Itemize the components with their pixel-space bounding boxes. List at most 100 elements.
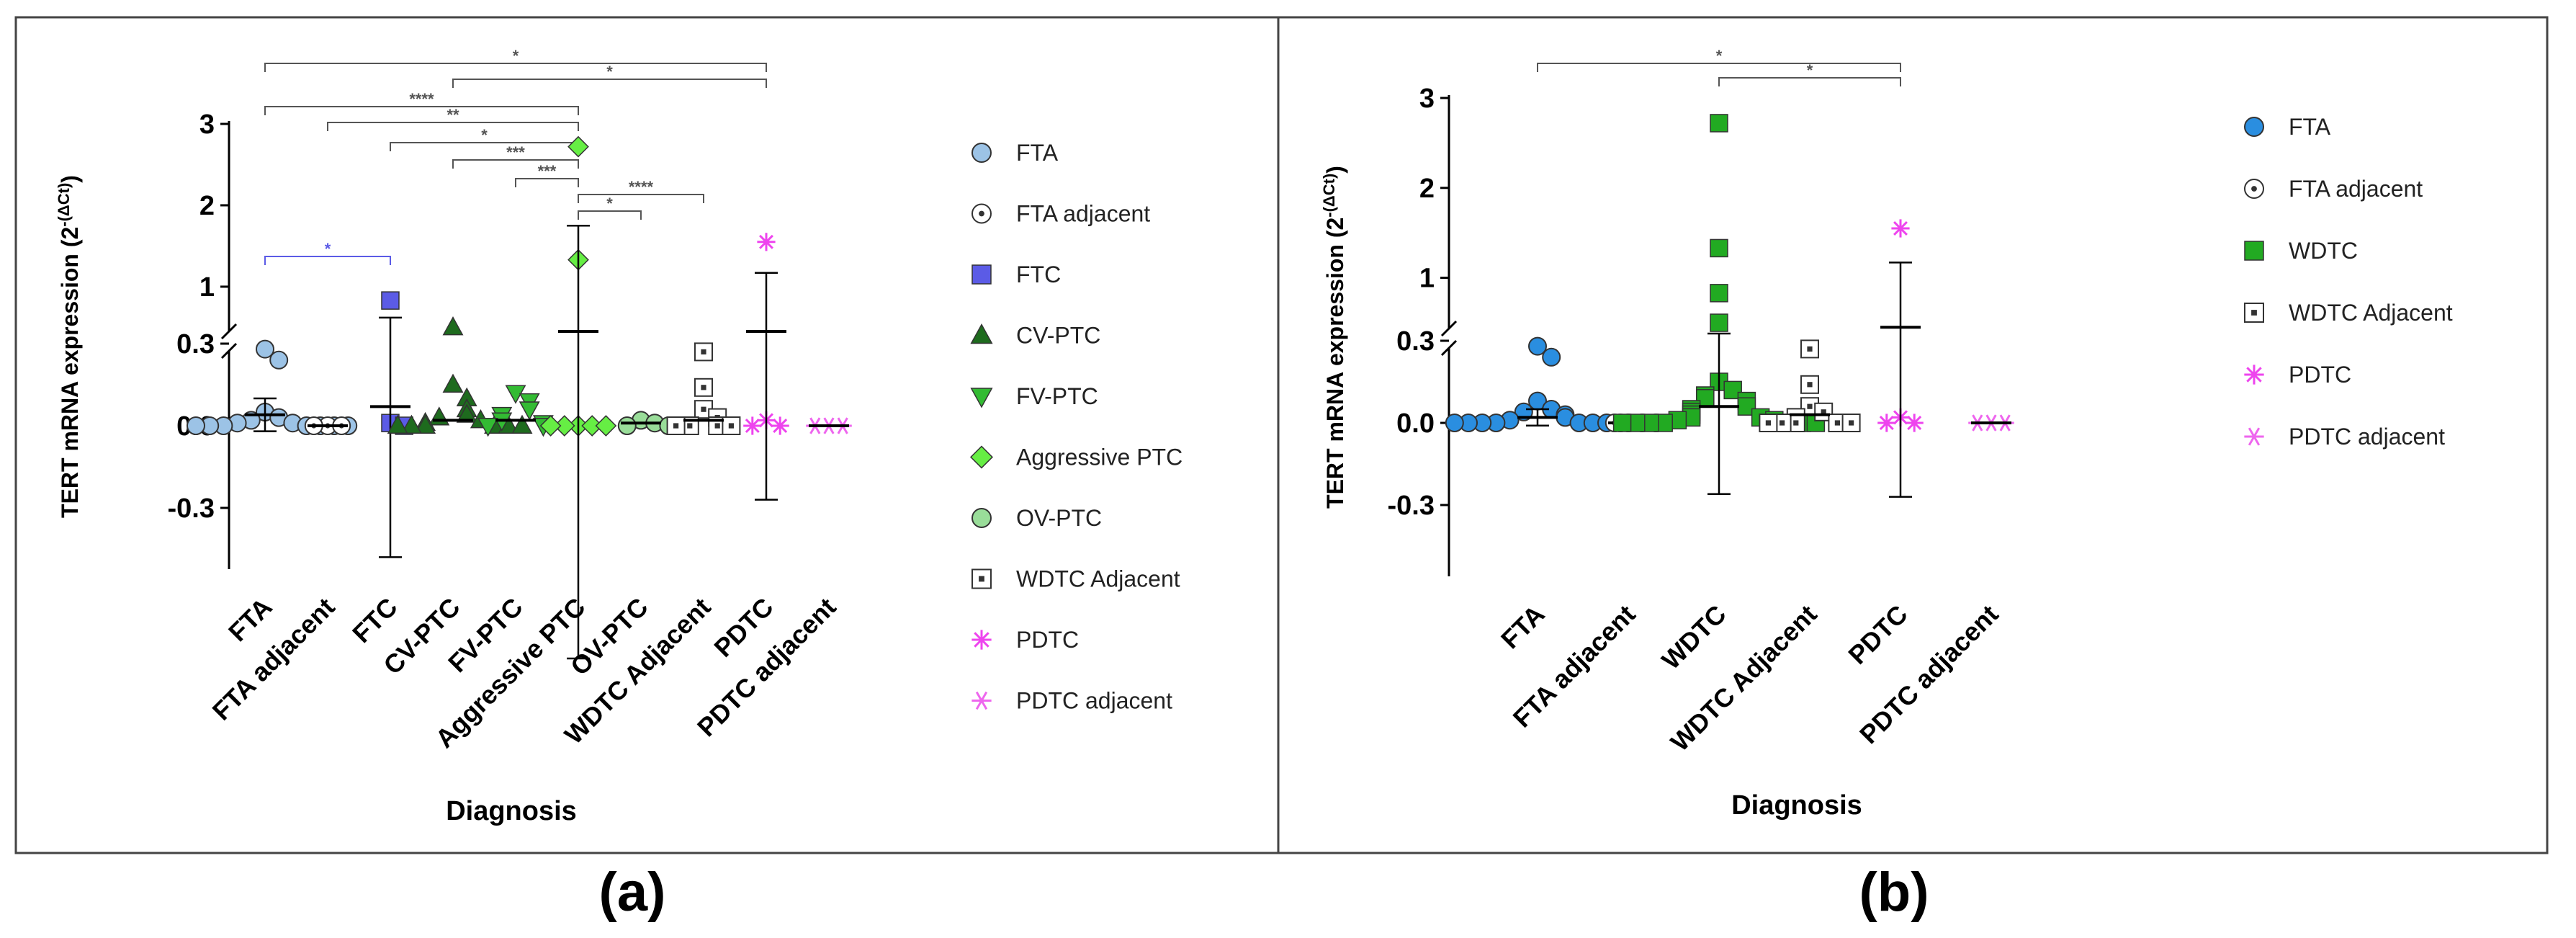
y-tick-label: 2 <box>199 191 215 221</box>
y-tick-label: 3 <box>199 110 215 140</box>
data-point-cv-ptc-shape <box>400 414 422 434</box>
data-point-cv-ptc-shape <box>442 373 464 393</box>
series-pdtc <box>743 233 789 501</box>
data-point-wdtc-adjacent-dot <box>1821 409 1826 415</box>
significance-label: **** <box>629 178 654 196</box>
series-pdtc-adjacent <box>1968 414 2014 432</box>
data-point-cv-ptc <box>442 316 464 336</box>
legend-label-pdtc: PDTC <box>2289 362 2351 388</box>
significance-bracket <box>452 79 767 88</box>
data-point-fta-shape <box>256 339 274 359</box>
data-point-ftc <box>381 291 400 310</box>
legend-label-wdtc-adjacent: WDTC Adjacent <box>2289 300 2453 326</box>
data-point-cv-ptc <box>456 403 477 423</box>
y-axis-label-main: TERT mRNA expression (2 <box>57 227 83 518</box>
data-point-wdtc-adjacent-dot <box>1780 420 1785 426</box>
significance-bracket <box>327 122 579 131</box>
data-point-wdtc-adjacent <box>694 342 713 362</box>
data-point-cv-ptc-shape <box>442 316 464 336</box>
legend-marker-fta <box>2244 117 2264 137</box>
y-tick-label: 1 <box>1419 264 1435 294</box>
panel-a-label: (a) <box>598 862 666 923</box>
data-point-pdtc-stroke <box>745 419 760 433</box>
data-point-wdtc-adjacent <box>722 416 741 435</box>
data-point-wdtc-adjacent-dot <box>1807 346 1813 352</box>
data-point-cv-ptc-shape <box>511 414 533 434</box>
data-point-wdtc <box>1710 238 1728 258</box>
data-point-wdtc-adjacent-dot <box>673 423 679 429</box>
legend-label-wdtc: WDTC <box>2289 238 2358 264</box>
data-point-wdtc-adjacent <box>666 416 686 435</box>
legend-label-fta: FTA <box>1016 140 1059 166</box>
data-point-wdtc-shape <box>1710 114 1728 133</box>
data-point-pdtc <box>757 233 776 251</box>
series-pdtc <box>1877 219 1924 498</box>
significance-bracket <box>515 178 579 187</box>
legend-marker-pdtc-adjacent-stroke <box>975 691 988 710</box>
data-point-wdtc-adjacent-dot <box>701 385 706 390</box>
legend-marker-ov-ptc-shape <box>971 508 992 528</box>
legend-marker-cv-ptc <box>970 323 993 344</box>
data-point-fv-ptc <box>519 401 540 421</box>
data-point-wdtc-adjacent <box>1841 414 1861 432</box>
y-tick-label: -0.3 <box>168 493 215 524</box>
legend-marker-pdtc <box>2244 365 2264 385</box>
legend-marker-ftc <box>971 264 992 285</box>
y-tick-label: 0.3 <box>1396 326 1435 357</box>
legend-marker-pdtc-adjacent-stroke <box>2248 427 2261 446</box>
x-axis-label: Diagnosis <box>446 796 577 826</box>
data-point-wdtc-adjacent-dot <box>701 349 706 354</box>
series-aggressive-ptc <box>539 135 617 660</box>
data-point-pdtc <box>771 416 789 435</box>
data-point-fta-shape <box>1528 336 1547 356</box>
data-point-wdtc <box>1710 284 1728 303</box>
legend-marker-wdtc-adjacent <box>2244 303 2264 323</box>
legend-marker-aggressive-ptc-shape <box>969 445 994 469</box>
data-point-fta <box>187 416 205 435</box>
data-point-wdtc-adjacent-dot <box>1793 420 1799 426</box>
series-wdtc-adjacent <box>666 342 741 435</box>
legend-marker-fta-adjacent-dot <box>979 210 984 217</box>
data-point-aggressive-ptc-shape <box>567 135 589 158</box>
data-point-wdtc-adjacent <box>694 378 713 397</box>
legend-marker-fta-shape <box>2244 117 2264 137</box>
data-point-fta-shape <box>187 416 205 435</box>
significance-label: *** <box>506 143 525 161</box>
y-axis-label-superscript: -(ΔCt) <box>1320 174 1338 218</box>
data-point-pdtc-stroke <box>1893 221 1908 236</box>
legend-label-pdtc-adjacent: PDTC adjacent <box>2289 424 2445 450</box>
y-axis-label: TERT mRNA expression (2-(ΔCt)) <box>55 175 83 518</box>
data-point-aggressive-ptc <box>539 415 562 437</box>
data-point-wdtc-adjacent-dot <box>714 423 720 429</box>
legend-marker-fta-adjacent <box>971 203 992 224</box>
data-point-fta <box>1542 347 1561 367</box>
data-point-pdtc <box>1891 219 1910 238</box>
legend-label-cv-ptc: CV-PTC <box>1016 323 1100 349</box>
data-point-pdtc <box>1905 414 1924 432</box>
data-point-aggressive-ptc <box>595 415 617 437</box>
legend-label-pdtc-adjacent: PDTC adjacent <box>1016 688 1172 714</box>
y-axis-label-close: ) <box>1322 166 1348 174</box>
legend-label-fv-ptc: FV-PTC <box>1016 383 1098 409</box>
significance-label: *** <box>538 162 557 180</box>
data-point-wdtc-shape <box>1710 313 1728 332</box>
data-point-fta <box>1445 414 1464 432</box>
legend-marker-pdtc-stroke <box>2246 367 2262 383</box>
data-point-pdtc-stroke <box>759 234 773 249</box>
data-point-wdtc-adjacent <box>1759 414 1778 432</box>
data-point-cv-ptc <box>415 414 436 434</box>
significance-bracket <box>264 63 767 72</box>
significance-label: * <box>513 47 519 65</box>
significance-label: * <box>481 126 488 144</box>
significance-label: * <box>1807 61 1813 79</box>
legend-marker-ov-ptc <box>971 508 992 528</box>
data-point-aggressive-ptc-shape <box>539 415 562 437</box>
y-tick-label: 0.3 <box>176 329 215 359</box>
significance-bracket <box>452 159 579 169</box>
legend-marker-wdtc-adjacent <box>971 568 992 589</box>
legend-marker-wdtc <box>2244 241 2264 261</box>
data-point-fta <box>269 350 289 370</box>
significance-label: * <box>606 195 613 213</box>
data-point-aggressive-ptc-shape <box>595 415 617 437</box>
